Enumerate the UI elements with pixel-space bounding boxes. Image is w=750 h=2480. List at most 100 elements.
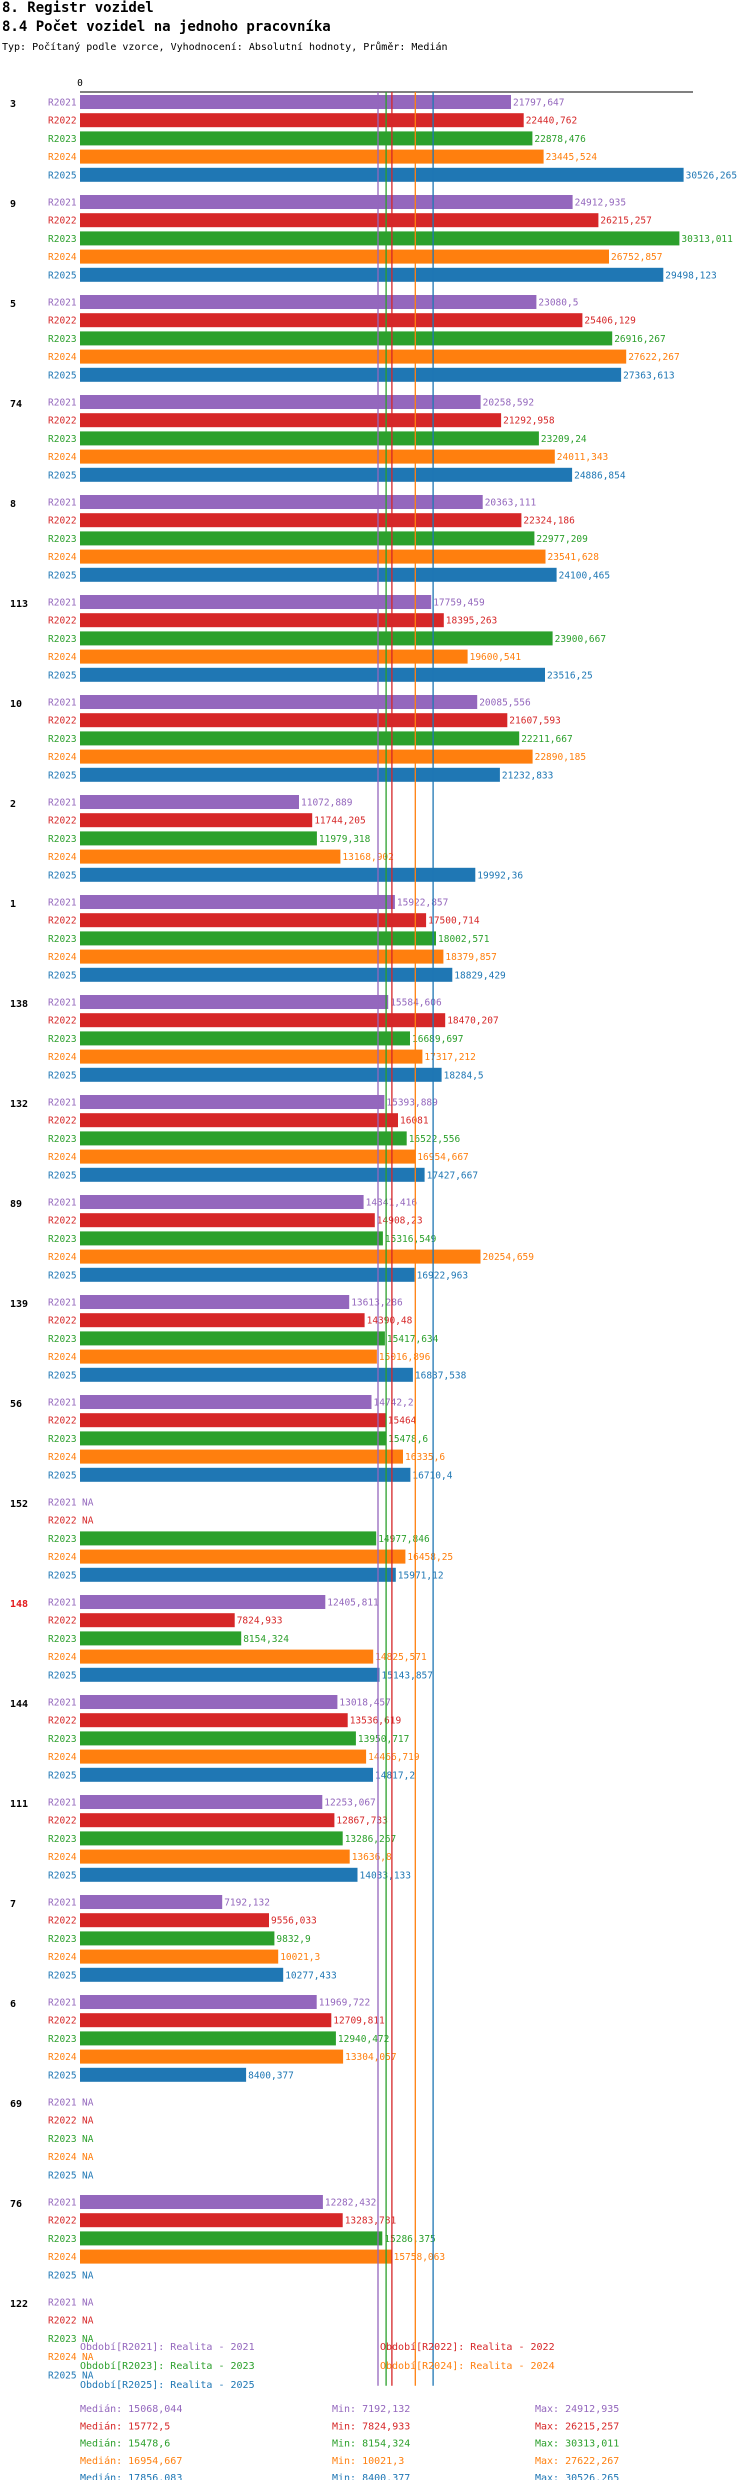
data-label: 10021,3 <box>280 1952 320 1963</box>
data-label: 9556,033 <box>271 1916 317 1927</box>
series-label: R2021 <box>48 598 77 609</box>
bar <box>80 531 535 546</box>
category-label: 74 <box>10 399 22 410</box>
data-label: 12405,811 <box>327 1598 379 1609</box>
data-label: 18002,571 <box>438 934 490 945</box>
series-label: R2022 <box>48 2116 77 2127</box>
bar <box>80 1113 398 1128</box>
series-label: R2021 <box>48 1998 77 2009</box>
bar <box>80 595 432 609</box>
category-label: 138 <box>10 999 28 1010</box>
bar <box>80 967 453 982</box>
bar <box>80 631 553 646</box>
bar <box>80 1267 415 1282</box>
category-label: 152 <box>10 1499 28 1510</box>
bar <box>80 267 664 282</box>
data-label: 13283,781 <box>345 2216 397 2227</box>
bar <box>80 231 680 246</box>
data-label: 24011,343 <box>557 452 608 463</box>
bar <box>80 113 524 128</box>
category-label: 69 <box>10 2099 22 2110</box>
bar <box>80 767 500 782</box>
bar <box>80 1449 403 1464</box>
bar <box>80 1749 367 1764</box>
bar <box>80 2231 383 2246</box>
data-label: 30526,265 <box>686 170 737 181</box>
data-label: 16954,667 <box>417 1152 468 1163</box>
bar <box>80 667 545 682</box>
series-label: R2024 <box>48 1752 77 1763</box>
data-label: 23541,628 <box>548 552 600 563</box>
data-label: 15286,375 <box>384 2234 435 2245</box>
bar <box>80 1367 413 1382</box>
series-label: R2021 <box>48 1798 77 1809</box>
data-label: 16689,697 <box>412 1034 463 1045</box>
bar <box>80 1813 335 1828</box>
series-label: R2022 <box>48 1216 77 1227</box>
bar <box>80 1931 275 1946</box>
data-label: 22878,476 <box>534 134 586 145</box>
bar <box>80 513 522 528</box>
series-label: R2023 <box>48 334 77 345</box>
series-label: R2025 <box>48 770 77 781</box>
bar <box>80 1313 365 1328</box>
data-label: 20363,111 <box>485 498 537 509</box>
data-label: 13950,717 <box>358 1734 409 1745</box>
series-label: R2021 <box>48 2098 77 2109</box>
series-label: R2021 <box>48 2298 77 2309</box>
series-label: R2023 <box>48 734 77 745</box>
bar <box>80 149 544 164</box>
bar <box>80 795 299 809</box>
data-label: 14390,48 <box>367 1316 413 1327</box>
bar <box>80 1167 425 1182</box>
series-label: R2024 <box>48 2252 77 2263</box>
bar <box>80 167 684 182</box>
bar <box>80 1913 269 1928</box>
data-label: 15464 <box>388 1416 417 1427</box>
data-label: 15758,063 <box>394 2252 445 2263</box>
data-label: 22890,185 <box>535 752 586 763</box>
data-label: 23516,25 <box>547 670 593 681</box>
data-label: 7824,933 <box>237 1616 283 1627</box>
data-label: 11744,205 <box>314 816 365 827</box>
report-section-title: 8. Registr vozidel <box>2 0 154 16</box>
stat-min: Min: 10021,3 <box>332 2456 404 2467</box>
category-label: 139 <box>10 1299 28 1310</box>
category-label: 5 <box>10 299 16 310</box>
bar <box>80 567 557 582</box>
bar <box>80 349 627 364</box>
series-label: R2024 <box>48 1452 77 1463</box>
data-label: 14908,23 <box>377 1216 423 1227</box>
bar <box>80 1231 383 1246</box>
data-label: 9832,9 <box>276 1934 311 1945</box>
legend-entry: Období[R2022]: Realita - 2022 <box>380 2341 555 2353</box>
series-label: R2022 <box>48 1916 77 1927</box>
category-label: 1 <box>10 899 16 910</box>
series-label: R2022 <box>48 416 77 427</box>
bar <box>80 2031 336 2046</box>
data-label: 15316,549 <box>385 1234 437 1245</box>
data-label: 17427,667 <box>427 1170 478 1181</box>
series-label: R2023 <box>48 1734 77 1745</box>
bar <box>80 249 609 264</box>
series-label: R2021 <box>48 98 77 109</box>
bar <box>80 195 573 209</box>
series-label: R2023 <box>48 1134 77 1145</box>
data-label: 7192,132 <box>224 1898 270 1909</box>
data-label: 14977,846 <box>378 1534 430 1545</box>
data-label: NA <box>82 2116 94 2127</box>
data-label: NA <box>82 2298 94 2309</box>
bar <box>80 1713 348 1728</box>
data-label: 17759,459 <box>433 598 485 609</box>
data-label: 20254,659 <box>483 1252 535 1263</box>
bar <box>80 895 395 909</box>
data-label: 15016,896 <box>379 1352 431 1363</box>
series-label: R2024 <box>48 652 77 663</box>
data-label: NA <box>82 2170 94 2181</box>
series-label: R2021 <box>48 998 77 1009</box>
series-label: R2022 <box>48 1116 77 1127</box>
stat-max: Max: 26215,257 <box>535 2421 619 2432</box>
bar <box>80 1431 387 1446</box>
series-label: R2021 <box>48 1198 77 1209</box>
data-label: 12709,811 <box>333 2016 385 2027</box>
